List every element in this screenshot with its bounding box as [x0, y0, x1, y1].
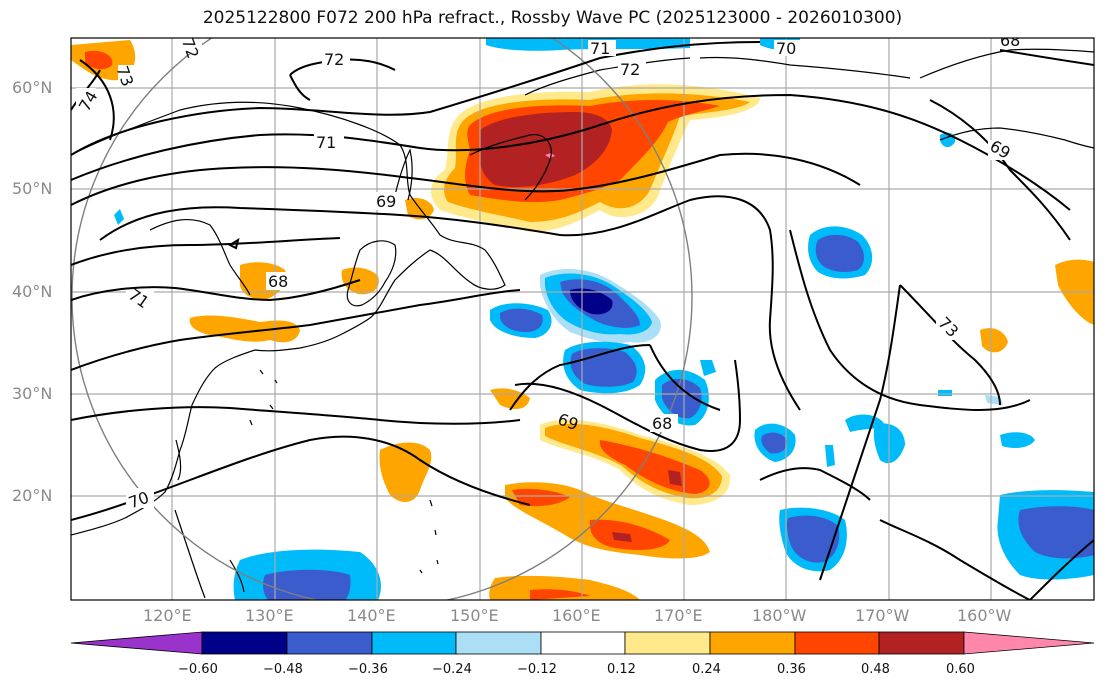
- colorbar-swatch: [371, 631, 457, 655]
- colorbar-tick-label: 0.12: [607, 662, 636, 677]
- graticule: [71, 38, 1094, 600]
- lat-label: 50°N: [12, 179, 53, 198]
- contour-label: 69: [376, 192, 396, 211]
- colorbar-swatch: [286, 631, 373, 655]
- colorbar-tick-label: −0.36: [348, 662, 388, 677]
- colorbar-swatch: [878, 631, 965, 655]
- refractivity-contours: [71, 41, 1094, 600]
- colorbar-swatch: [794, 631, 880, 655]
- colorbar: [70, 631, 1095, 655]
- colorbar-tick-label: −0.12: [517, 662, 557, 677]
- colorbar-tick-label: −0.60: [178, 662, 218, 677]
- colorbar-tick-label: −0.48: [263, 662, 303, 677]
- lat-label: 20°N: [12, 486, 53, 505]
- colorbar-swatch: [624, 631, 711, 655]
- colorbar-tick-label: −0.24: [432, 662, 472, 677]
- lon-label: 170°W: [855, 606, 910, 625]
- colorbar-swatch: [455, 631, 542, 655]
- shaded-regions: [71, 38, 1094, 600]
- contour-label: 72: [178, 35, 203, 61]
- lon-label: 160°E: [552, 606, 601, 625]
- lon-label: 140°E: [347, 606, 396, 625]
- colorbar-tick-label: 0.24: [692, 662, 721, 677]
- contour-label: 70: [776, 39, 796, 58]
- lon-label: 170°E: [654, 606, 703, 625]
- contour-label: 71: [590, 39, 610, 58]
- contour-label: 72: [324, 50, 344, 69]
- contour-label: 68: [1000, 31, 1020, 50]
- colorbar-extend-max: [963, 631, 1095, 655]
- map-border: [70, 37, 1095, 601]
- colorbar-swatch: [201, 631, 288, 655]
- contour-label: 71: [316, 133, 336, 152]
- lon-label: 160°W: [957, 606, 1012, 625]
- colorbar-tick-label: 0.36: [777, 662, 806, 677]
- contour-label: 68: [268, 272, 288, 291]
- colorbar-tick-label: 0.48: [861, 662, 890, 677]
- colorbar-extend-min: [70, 631, 203, 655]
- negative-core-central: [570, 288, 613, 315]
- lon-label: 150°E: [450, 606, 499, 625]
- contour-label: 68: [652, 414, 672, 433]
- contour-label: 72: [620, 60, 640, 79]
- lon-label: 120°E: [143, 606, 192, 625]
- colorbar-swatch: [709, 631, 796, 655]
- lat-label: 40°N: [12, 282, 53, 301]
- colorbar-swatch: [540, 631, 626, 655]
- lat-label: 30°N: [12, 384, 53, 403]
- great-circle-ring: [71, 38, 693, 600]
- lon-label: 130°E: [245, 606, 294, 625]
- map-title: 2025122800 F072 200 hPa refract., Rossby…: [202, 8, 903, 28]
- lat-label: 60°N: [12, 78, 53, 97]
- lon-label: 180°W: [752, 606, 807, 625]
- colorbar-tick-label: 0.60: [946, 662, 975, 677]
